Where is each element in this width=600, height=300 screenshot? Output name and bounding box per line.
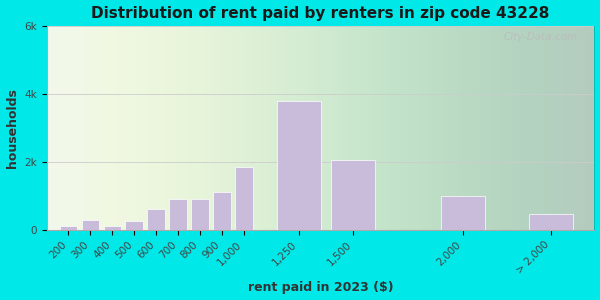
Bar [331, 160, 376, 230]
Bar [60, 226, 77, 230]
Bar [235, 167, 253, 230]
Bar [441, 196, 485, 230]
Bar [125, 221, 143, 230]
Bar [277, 100, 320, 230]
Bar [529, 214, 572, 230]
Bar [148, 209, 165, 230]
X-axis label: rent paid in 2023 ($): rent paid in 2023 ($) [248, 281, 394, 294]
Bar [104, 226, 121, 230]
Bar [213, 192, 230, 230]
Bar [191, 199, 209, 230]
Text: City-Data.com: City-Data.com [504, 32, 578, 42]
Bar [169, 199, 187, 230]
Y-axis label: households: households [5, 88, 19, 168]
Bar [82, 220, 99, 230]
Title: Distribution of rent paid by renters in zip code 43228: Distribution of rent paid by renters in … [91, 6, 550, 21]
